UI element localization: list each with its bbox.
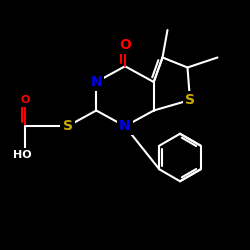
Text: HO: HO [13,150,32,160]
Text: S: S [62,119,72,133]
Text: S: S [185,93,195,107]
Text: N: N [119,119,131,133]
Text: O: O [119,38,131,52]
Text: O: O [20,95,30,105]
Text: N: N [90,75,102,89]
